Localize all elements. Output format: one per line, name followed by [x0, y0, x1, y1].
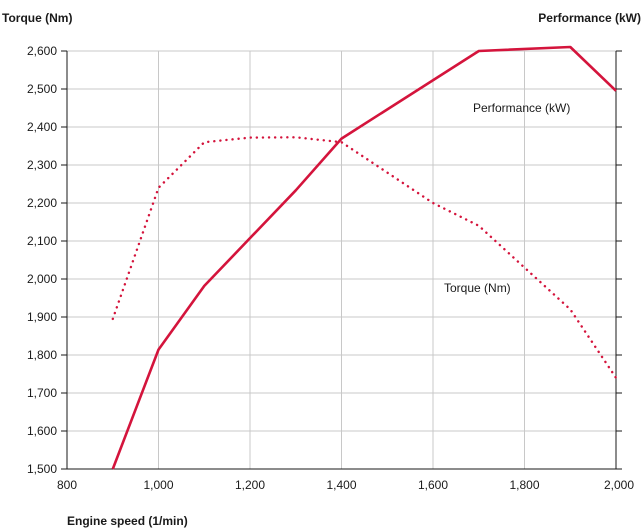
y-tick-label: 1,800 [27, 348, 57, 362]
y2-axis-title: Performance (kW) [538, 11, 641, 25]
y-tick-label: 2,000 [27, 272, 57, 286]
x-tick-label: 1,800 [509, 478, 539, 492]
x-tick-label: 1,400 [326, 478, 356, 492]
performance-line [111, 45, 617, 470]
x-axis-title: Engine speed (1/min) [67, 514, 188, 528]
y-tick-label: 1,600 [27, 424, 57, 438]
grid-lines [67, 50, 616, 469]
y-tick-label: 2,200 [27, 196, 57, 210]
y-tick-label: 2,500 [27, 82, 57, 96]
x-tick-label: 800 [57, 478, 77, 492]
y-axis-title: Torque (Nm) [2, 11, 72, 25]
y-tick-label: 2,600 [27, 44, 57, 58]
y-tick-label: 2,400 [27, 120, 57, 134]
y-tick-label: 1,900 [27, 310, 57, 324]
axes [61, 50, 622, 470]
performance-series-label: Performance (kW) [473, 101, 570, 115]
torque-line [111, 136, 618, 379]
y-tick-labels: 1,500 1,600 1,700 1,800 1,900 2,000 2,100 2,200… [27, 44, 57, 476]
x-tick-label: 1,600 [418, 478, 448, 492]
series-lines [111, 45, 618, 470]
torque-series-label: Torque (Nm) [444, 281, 511, 295]
y-tick-label: 1,700 [27, 386, 57, 400]
y-tick-label: 2,100 [27, 234, 57, 248]
x-tick-labels: 800 1,000 1,200 1,400 1,600 1,800 2,000 [57, 478, 634, 492]
y-tick-label: 1,500 [27, 462, 57, 476]
y-tick-label: 2,300 [27, 158, 57, 172]
x-tick-label: 1,000 [143, 478, 173, 492]
x-tick-label: 1,200 [235, 478, 265, 492]
x-tick-label: 2,000 [604, 478, 634, 492]
